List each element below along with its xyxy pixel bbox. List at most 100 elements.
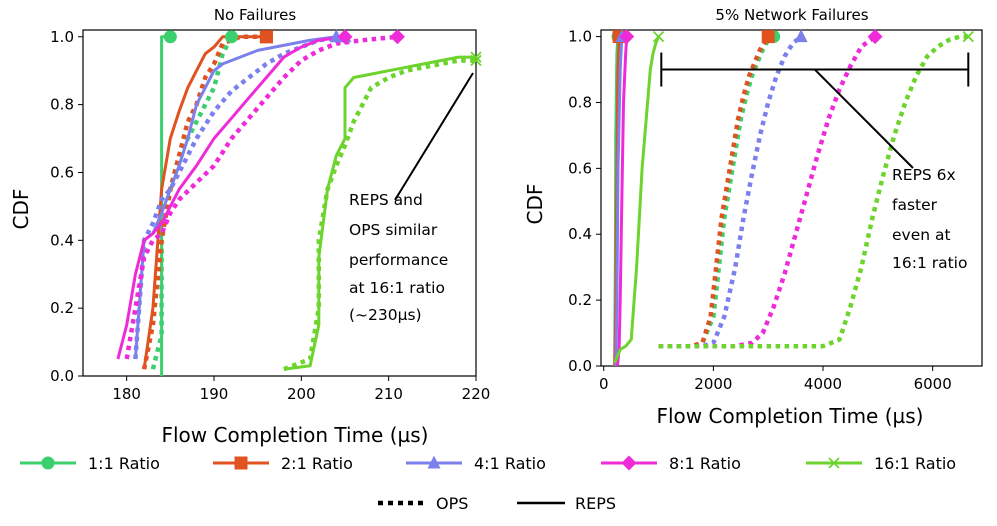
series-marker-r8-ops [867,29,883,45]
series-marker-r16-ops-stroke-b [962,30,974,43]
left-panel-title: No Failures [214,6,297,24]
y-tick-label: 0.2 [568,291,592,309]
legend-item-r1: 1:1 Ratio [20,454,160,473]
series-marker-r2-ops [259,30,273,44]
y-tick-label: 0.8 [568,93,592,111]
right-panel-network-failures: 5% Network Failures Flow Completion Time… [523,6,983,428]
series-marker-r1-reps [163,30,177,44]
series-line-r16-reps [613,36,660,364]
x-tick-label: 180 [112,385,141,403]
series-line-r8-ops [658,34,877,349]
legend-label-r8: 8:1 Ratio [669,454,741,473]
right-panel-title: 5% Network Failures [715,6,868,24]
y-tick-label: 0.0 [568,357,592,375]
left-annotation-line-5: (~230µs) [349,306,422,324]
series-group [613,34,969,366]
y-tick-label: 1.0 [50,28,74,46]
series-line-r16-reps [283,55,476,371]
legend-label-r2: 2:1 Ratio [281,454,353,473]
annotation-arrow-line [394,72,474,201]
legend-style-reps: REPS [517,494,616,513]
left-x-axis-label: Flow Completion Time (µs) [162,423,429,447]
left-y-axis-label: CDF [9,189,33,230]
series-line-r8-ops [124,34,398,360]
legend-marker-r16-stroke-b [828,457,840,469]
left-annotation-line-4: at 16:1 ratio [349,279,445,297]
series-line-r2-ops [658,35,771,349]
series-marker-r8-ops [389,29,405,45]
right-annotation: REPS 6x faster even at 16:1 ratio [892,166,967,272]
left-annotation: REPS and OPS similar performance at 16:1… [349,191,453,324]
series-marker-r16-reps-stroke-b [470,51,482,63]
legend-label-r1: 1:1 Ratio [88,454,160,473]
series-marker-r4-ops [794,29,808,43]
series-marker-r16-reps [470,51,482,63]
series-marker-r16-ops-stroke-b [470,54,482,67]
series-line-r4-ops [658,34,803,349]
series-line-r16-ops [283,58,476,372]
right-annotation-line-3: even at [892,226,951,244]
series-line-r2-ops [141,34,267,370]
legend-marker-r16 [828,457,840,469]
legend-style-label-reps: REPS [575,494,616,513]
series-marker-r4-reps [329,29,343,43]
y-tick-label: 0.6 [568,159,592,177]
series-marker-r16-reps-stroke-b [652,30,665,43]
legend-marker-r8 [621,455,637,471]
legend-item-r2: 2:1 Ratio [213,454,353,473]
y-tick-label: 0.2 [50,299,74,317]
x-tick-label: 6000 [914,375,952,393]
y-tick-label: 0.4 [50,231,74,249]
annotation-arrow-line [814,68,914,169]
left-annotation-line-2: OPS similar [349,221,438,239]
right-annotation-line-1: REPS 6x [892,166,956,184]
left-annotation-line-3: performance [349,251,448,269]
legend-label-r4: 4:1 Ratio [474,454,546,473]
series-line-r8-reps [116,35,346,360]
legend-marker-r4 [427,455,441,469]
series-line-r4-reps [614,36,624,366]
y-tick-label: 0.8 [50,96,74,114]
series-line-r4-reps [133,35,337,360]
legend-marker-r1 [41,456,55,470]
legend-marker-r2 [234,456,248,470]
series-marker-r16-reps [652,30,665,43]
series-marker-r8-reps [619,29,635,45]
right-plot-area: 0 2000 4000 6000 0.0 0.2 0.4 0.6 0.8 1.0 [568,28,983,393]
left-annotation-line-1: REPS and [349,191,423,209]
plot-frame [82,29,477,377]
y-tick-label: 0.4 [568,225,592,243]
series-line-r1-ops [658,34,775,349]
legend-item-r8: 8:1 Ratio [601,454,741,473]
legend-style-ops: OPS [378,494,468,513]
series-marker-r1-ops [224,30,238,44]
x-tick-label: 220 [462,385,491,403]
y-tick-label: 0.6 [50,163,74,181]
series-marker-r8-reps [337,29,353,45]
right-annotation-line-2: faster [892,196,938,214]
right-y-axis-label: CDF [523,184,547,225]
left-panel-no-failures: No Failures Flow Completion Time (µs) CD… [9,6,490,447]
plot-frame [600,29,983,367]
series-marker-r16-ops [962,30,974,43]
x-tick-label: 210 [374,385,403,403]
x-tick-label: 0 [599,375,609,393]
series-marker-r2-ops [761,30,775,44]
right-annotation-line-4: 16:1 ratio [892,254,967,272]
legend-item-r16: 16:1 Ratio [806,454,956,473]
x-tick-label: 190 [200,385,229,403]
left-plot-area: 180 190 200 210 220 0.0 0.2 0.4 0.6 0.8 1.0 [50,28,490,403]
right-x-axis-label: Flow Completion Time (µs) [657,404,924,428]
legend-label-r16: 16:1 Ratio [874,454,956,473]
series-group [116,34,476,376]
legend-style-label-ops: OPS [436,494,468,513]
y-tick-label: 0.0 [50,367,74,385]
x-tick-label: 2000 [694,375,732,393]
legend: 1:1 Ratio 2:1 Ratio 4:1 Ratio 8:1 Ratio 16:1… [20,454,956,513]
series-line-r16-ops [658,34,969,349]
x-tick-label: 4000 [804,375,842,393]
x-tick-label: 200 [287,385,316,403]
y-tick-label: 1.0 [568,28,592,46]
series-marker-r16-ops [470,54,482,67]
